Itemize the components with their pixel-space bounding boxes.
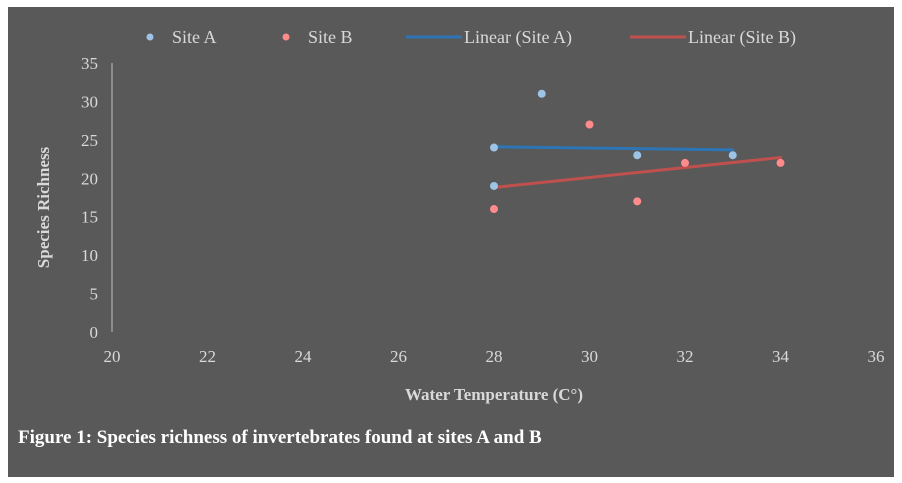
y-tick-label: 5 bbox=[90, 285, 99, 304]
data-point bbox=[585, 120, 594, 129]
y-axis-label: Species Richness bbox=[34, 146, 53, 268]
y-tick-label: 20 bbox=[81, 169, 98, 188]
data-point bbox=[776, 158, 785, 167]
x-axis-label: Water Temperature (C°) bbox=[405, 385, 583, 404]
x-tick-label: 34 bbox=[772, 347, 790, 366]
legend: Site A Site B Linear (Site A) Linear (Site … bbox=[146, 27, 796, 48]
y-tick-label: 35 bbox=[81, 54, 98, 73]
trendlines bbox=[492, 145, 782, 190]
chart-figure: Site A Site B Linear (Site A) Linear (Site … bbox=[8, 7, 894, 477]
x-tick-label: 24 bbox=[295, 347, 313, 366]
data-point bbox=[633, 197, 642, 206]
y-tick-label: 10 bbox=[81, 246, 98, 265]
x-tick-label: 32 bbox=[677, 347, 694, 366]
trendline bbox=[492, 145, 735, 152]
data-point bbox=[490, 205, 498, 214]
x-tick-label: 30 bbox=[581, 347, 598, 366]
x-tick-labels: 20 22 24 26 28 30 32 34 36 bbox=[104, 347, 885, 366]
legend-entry: Site B bbox=[308, 27, 353, 47]
y-tick-label: 0 bbox=[90, 323, 99, 342]
y-tick-label: 15 bbox=[81, 208, 98, 227]
x-tick-label: 22 bbox=[199, 347, 216, 366]
legend-marker bbox=[146, 33, 154, 41]
data-point bbox=[490, 143, 498, 152]
y-tick-label: 25 bbox=[81, 131, 98, 150]
data-point bbox=[681, 158, 689, 167]
trendline bbox=[492, 156, 782, 190]
legend-marker bbox=[282, 33, 290, 41]
x-tick-label: 28 bbox=[486, 347, 503, 366]
y-tick-label: 30 bbox=[81, 92, 98, 111]
legend-entry: Site A bbox=[172, 27, 217, 47]
legend-entry: Linear (Site A) bbox=[464, 27, 572, 48]
x-tick-label: 26 bbox=[390, 347, 407, 366]
data-points bbox=[490, 89, 785, 214]
data-point bbox=[633, 151, 642, 160]
x-tick-label: 20 bbox=[104, 347, 121, 366]
figure-caption: Figure 1: Species richness of invertebra… bbox=[18, 427, 542, 448]
x-tick-label: 36 bbox=[868, 347, 885, 366]
legend-entry: Linear (Site B) bbox=[688, 27, 796, 48]
data-point bbox=[537, 89, 546, 98]
data-point bbox=[728, 151, 737, 160]
scatter-plot: Site A Site B Linear (Site A) Linear (Site … bbox=[34, 27, 885, 404]
data-point bbox=[490, 181, 498, 190]
y-tick-labels: 0 5 10 15 20 25 30 35 bbox=[81, 54, 98, 342]
